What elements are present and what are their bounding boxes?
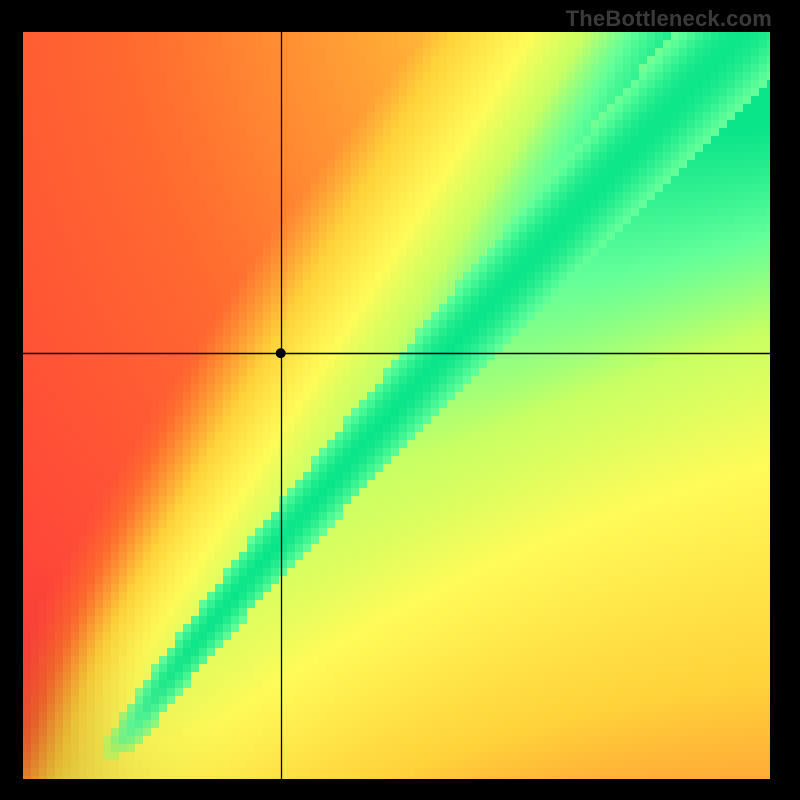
watermark-text: TheBottleneck.com xyxy=(566,6,772,32)
overlay-canvas xyxy=(23,32,770,779)
chart-container: TheBottleneck.com xyxy=(0,0,800,800)
